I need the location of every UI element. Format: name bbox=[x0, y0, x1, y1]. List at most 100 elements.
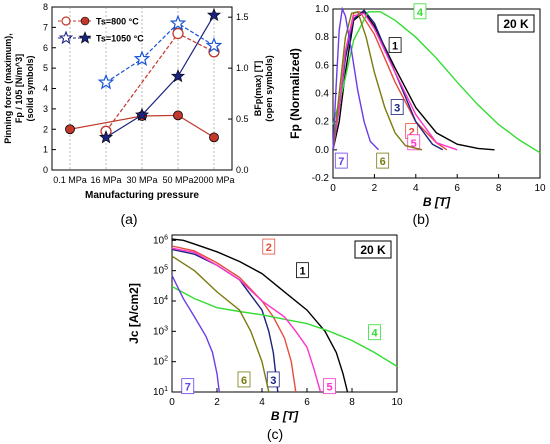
y-tick-label-c: 104 bbox=[153, 295, 168, 307]
series-label-b: 4 bbox=[417, 7, 424, 19]
legend-label-a: Ts=1050 °C bbox=[96, 34, 144, 44]
annotation-box-c bbox=[354, 240, 392, 259]
series-label-c: 4 bbox=[371, 328, 378, 340]
y-axis-label-b: Fp (Normalized) bbox=[288, 48, 302, 139]
y-tick-label-left-a: 7 bbox=[43, 22, 48, 32]
series-label-c: 2 bbox=[266, 242, 272, 254]
series-label-box-c bbox=[323, 378, 336, 395]
data-point-a bbox=[205, 37, 223, 53]
series-line-a-1 bbox=[105, 32, 215, 132]
series-line-a-2 bbox=[105, 14, 215, 138]
y-tick-label-left-a: 2 bbox=[43, 124, 48, 134]
x-tick-label-a: 0.1 MPa bbox=[53, 175, 87, 185]
y-tick-label-left-a: 1 bbox=[43, 145, 48, 155]
y-tick-label-left-a: 4 bbox=[43, 84, 48, 94]
series-label-box-c bbox=[262, 238, 276, 255]
y-tick-label-b: 0.6 bbox=[315, 60, 329, 71]
y-tick-label-left-a: 6 bbox=[43, 43, 48, 53]
series-line-b-5 bbox=[332, 10, 423, 151]
series-label-b: 5 bbox=[411, 138, 417, 150]
series-label-b: 2 bbox=[409, 127, 415, 139]
series-label-c: 1 bbox=[299, 266, 305, 278]
series-label-box-b bbox=[334, 152, 348, 169]
legend-marker-a bbox=[78, 31, 92, 44]
data-point-a bbox=[172, 27, 184, 40]
y-axis-label-c: Jc [A/cm2] bbox=[127, 283, 141, 344]
legend-marker-a bbox=[58, 30, 74, 45]
x-axis-label-c: B [T] bbox=[271, 409, 299, 423]
y-tick-label-c: 103 bbox=[153, 325, 168, 337]
y-tick-label-b: 0.8 bbox=[315, 32, 329, 43]
series-line-c-3 bbox=[171, 285, 398, 367]
series-label-b: 7 bbox=[338, 156, 344, 168]
y-tick-label-right-a: 1.0 bbox=[236, 63, 249, 73]
legend-marker-a bbox=[61, 16, 71, 26]
series-label-b: 3 bbox=[394, 103, 400, 115]
series-label-c: 5 bbox=[326, 382, 332, 394]
data-point-a bbox=[169, 14, 187, 31]
series-label-c: 6 bbox=[241, 375, 247, 387]
series-label-c: 7 bbox=[185, 382, 191, 394]
plot-frame-b bbox=[332, 8, 541, 179]
data-point-a bbox=[135, 107, 149, 121]
x-tick-label-b: 10 bbox=[534, 183, 546, 194]
series-line-b-4 bbox=[332, 12, 458, 151]
series-label-box-b bbox=[390, 99, 404, 115]
x-tick-label-c: 8 bbox=[349, 397, 355, 408]
y-axis-label-left-a: (solid symbols) bbox=[25, 55, 35, 121]
y-tick-label-right-a: 0.5 bbox=[236, 114, 249, 124]
series-line-c-6 bbox=[171, 275, 220, 393]
series-line-c-0 bbox=[171, 238, 349, 393]
series-label-box-b bbox=[388, 37, 402, 54]
y-tick-label-b: 0.2 bbox=[315, 117, 329, 128]
series-label-b: 6 bbox=[380, 156, 386, 168]
series-label-box-b bbox=[413, 3, 427, 20]
plot-frame-c bbox=[171, 234, 398, 393]
x-tick-label-c: 6 bbox=[304, 397, 310, 408]
data-point-a bbox=[171, 68, 185, 83]
x-tick-label-a: 2000 MPa bbox=[193, 175, 234, 185]
series-label-box-c bbox=[296, 262, 309, 279]
x-tick-label-b: 6 bbox=[454, 183, 460, 194]
annotation-b: 20 K bbox=[503, 17, 529, 31]
series-label-box-c bbox=[181, 378, 195, 395]
y-tick-label-c: 106 bbox=[153, 234, 168, 246]
x-tick-label-b: 0 bbox=[330, 183, 336, 194]
series-line-b-3 bbox=[332, 11, 541, 154]
series-label-c: 3 bbox=[270, 375, 276, 387]
y-tick-label-right-a: 0.0 bbox=[236, 165, 249, 175]
annotation-c: 20 K bbox=[360, 243, 386, 257]
y-tick-label-left-a: 8 bbox=[43, 2, 48, 12]
caption-c: (c) bbox=[267, 426, 283, 442]
y-tick-label-b: -0.2 bbox=[312, 173, 330, 184]
y-tick-label-c: 101 bbox=[153, 386, 168, 398]
panel-a: 0.1 MPa 16 MPa 30 MPa 50 MPa 2000 MPa 0 1 2 3 4 5 6… bbox=[3, 2, 274, 201]
series-line-c-2 bbox=[171, 248, 279, 393]
caption-a: (a) bbox=[120, 211, 137, 227]
caption-b: (b) bbox=[412, 211, 429, 227]
series-label-box-c bbox=[266, 371, 280, 388]
y-tick-label-c: 102 bbox=[153, 356, 168, 368]
x-axis-label-b: B [T] bbox=[423, 195, 451, 209]
y-tick-label-b: 0.0 bbox=[315, 145, 329, 156]
data-point-a bbox=[65, 124, 75, 135]
series-label-box-b bbox=[407, 134, 421, 151]
y-tick-label-b: 1.0 bbox=[315, 4, 329, 15]
series-label-box-c bbox=[368, 324, 381, 341]
x-tick-label-a: 30 MPa bbox=[126, 175, 157, 185]
panel-b: 0 2 4 6 8 10 -0.2 0.0 0.2 0.4 0.6 0.8 1.0 B [T] Fp (No… bbox=[288, 3, 546, 209]
legend-label-a: Ts=800 °C bbox=[96, 17, 139, 27]
x-tick-label-c: 2 bbox=[214, 397, 220, 408]
y-tick-label-b: 0.4 bbox=[315, 89, 329, 100]
x-axis-label-a: Manufacturing pressure bbox=[85, 190, 199, 201]
y-axis-label-right-a: (open symbols) bbox=[264, 55, 274, 122]
data-point-a bbox=[173, 110, 183, 121]
series-label-box-b bbox=[376, 152, 390, 169]
y-tick-label-right-a: 1.5 bbox=[236, 12, 249, 22]
x-tick-label-b: 8 bbox=[496, 183, 502, 194]
series-label-box-c bbox=[237, 371, 251, 388]
x-tick-label-c: 4 bbox=[259, 397, 265, 408]
panel-c: 0 2 4 6 8 10 101 102 103 104 105 106 B [T] Jc [A/cm2]… bbox=[127, 234, 403, 423]
series-line-c-5 bbox=[171, 255, 270, 393]
data-point-a bbox=[97, 73, 115, 90]
